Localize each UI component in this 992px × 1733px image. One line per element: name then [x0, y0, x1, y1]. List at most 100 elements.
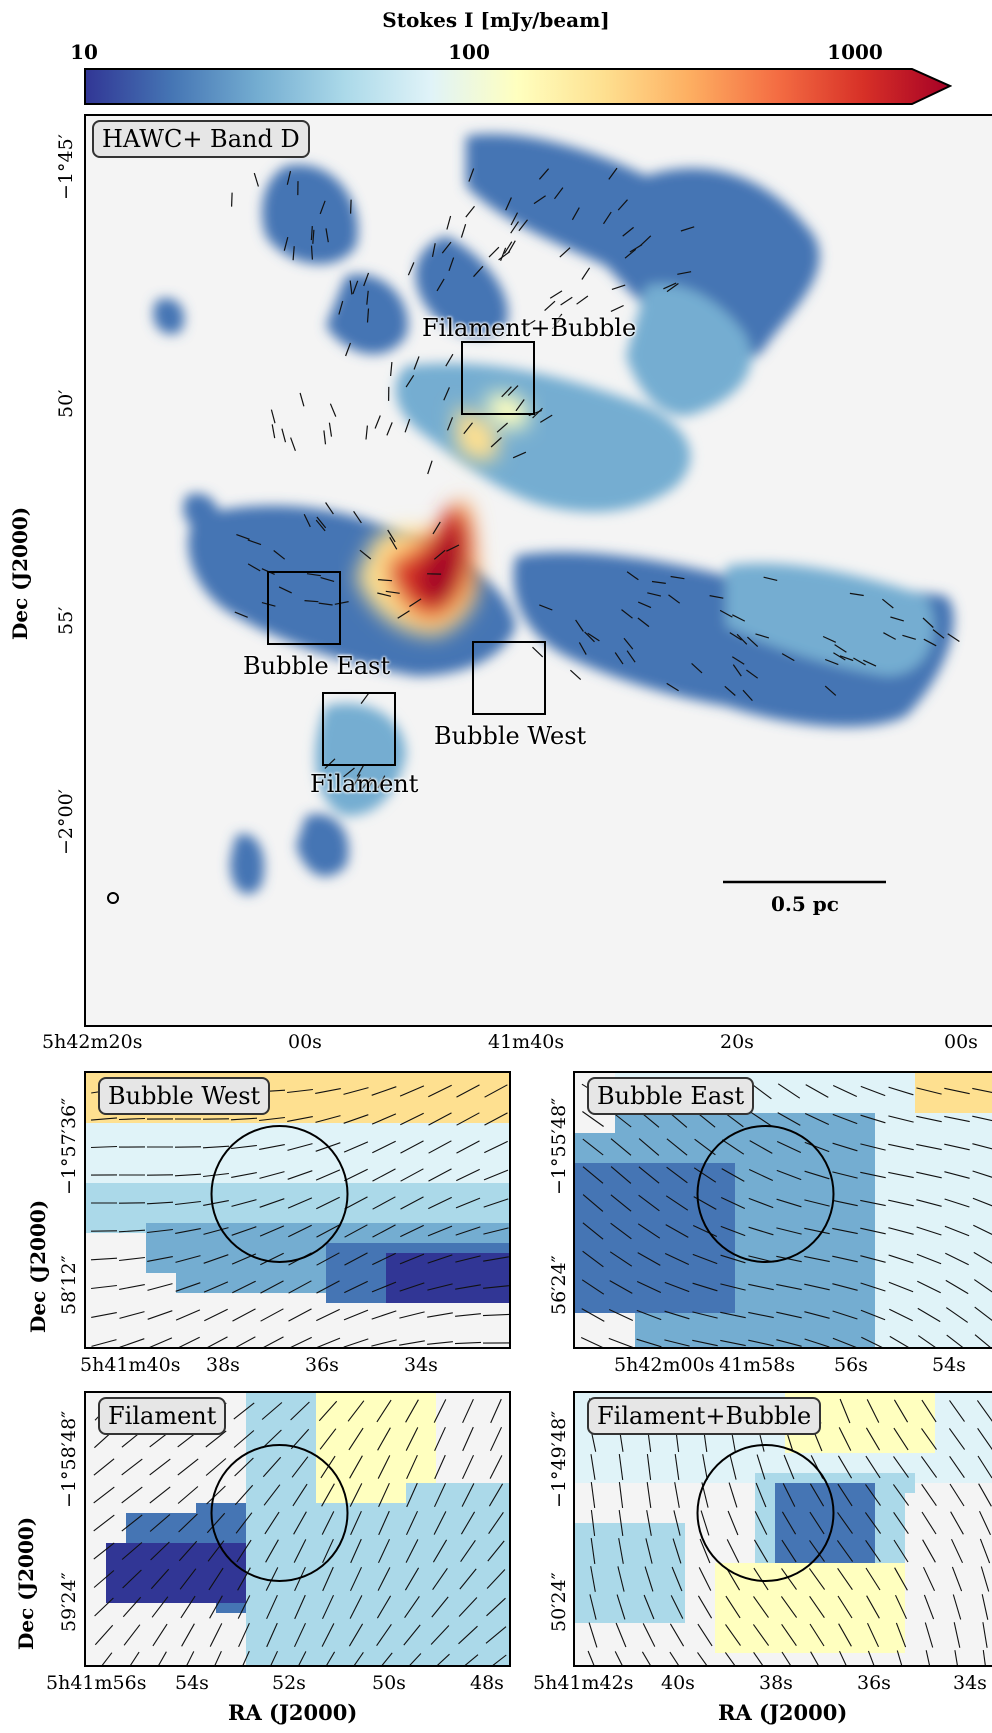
polarization-vector	[922, 617, 934, 628]
polarization-vector	[781, 1511, 797, 1535]
polarization-vector	[837, 1483, 853, 1507]
polarization-vector	[512, 451, 527, 459]
polarization-vector	[349, 1455, 363, 1479]
polarization-vector	[646, 1454, 652, 1480]
polarization-vector	[977, 1427, 992, 1451]
polarization-vector	[292, 246, 295, 261]
polarization-vector	[473, 265, 484, 278]
zoom-left-x-axis-title: RA (J2000)	[228, 1700, 358, 1725]
polarization-vector	[645, 1538, 653, 1564]
polarization-vector	[366, 778, 375, 792]
polarization-vector	[90, 1257, 118, 1261]
aperture-circle	[210, 1125, 349, 1263]
polarization-vector	[624, 248, 637, 259]
polarization-vector	[293, 1539, 307, 1563]
polarization-vector	[118, 1229, 146, 1233]
polarization-vector	[294, 1622, 306, 1648]
polarization-vector	[454, 1341, 482, 1345]
polarization-vector	[316, 1280, 340, 1294]
polarization-vector	[748, 1311, 774, 1319]
polarization-vector	[265, 1567, 279, 1591]
polarization-vector	[860, 1309, 886, 1321]
polarization-vector	[617, 199, 628, 211]
polarization-vector	[91, 1284, 117, 1290]
polarization-vector	[776, 1169, 802, 1181]
polarization-vector	[459, 1568, 477, 1590]
polarization-vector	[293, 1511, 307, 1535]
polarization-vector	[259, 1225, 285, 1237]
polarization-vector	[832, 1142, 858, 1152]
polarization-vector	[265, 1539, 279, 1563]
polarization-vector	[334, 601, 349, 605]
masked-area	[86, 1603, 216, 1665]
polarization-vector	[636, 1309, 662, 1321]
polarization-vector	[889, 1308, 913, 1322]
polarization-vector	[303, 514, 311, 528]
main-y-tick-0: −1°45′	[55, 134, 77, 200]
polarization-vector	[720, 1197, 746, 1209]
colorbar-tick-10: 10	[70, 40, 98, 64]
polarization-vector	[916, 1087, 942, 1095]
polarization-vector	[804, 1113, 830, 1125]
polarization-vector	[121, 1514, 143, 1532]
polarization-vector	[400, 1112, 424, 1126]
polarization-vector	[399, 1340, 425, 1346]
polarization-vector	[503, 241, 513, 254]
polarization-vector	[697, 1595, 713, 1619]
polarization-vector	[325, 228, 329, 243]
polarization-vector	[582, 1222, 604, 1240]
polarization-vector	[832, 1171, 858, 1179]
polarization-vector	[923, 1566, 935, 1592]
polarization-vector	[455, 1284, 481, 1290]
polarization-vector	[456, 1140, 480, 1154]
polarization-vector	[262, 1456, 282, 1478]
polarization-vector	[236, 1539, 252, 1563]
polarization-vector	[350, 1538, 362, 1564]
polarization-vector	[298, 1651, 307, 1665]
polarization-vector	[101, 1652, 113, 1665]
polarization-vector	[725, 1624, 741, 1646]
polarization-vector	[263, 1484, 281, 1506]
polarization-vector	[237, 1567, 251, 1591]
polarization-vector	[748, 1197, 774, 1209]
polarization-vector	[209, 1623, 223, 1647]
polarization-vector	[460, 1511, 476, 1535]
zoom-right-x-axis-title: RA (J2000)	[718, 1700, 848, 1725]
polarization-vector	[178, 1513, 198, 1533]
polarization-vector	[834, 644, 847, 653]
polarization-vector	[348, 1427, 364, 1451]
polarization-vector	[837, 1512, 853, 1534]
polarization-vector	[587, 1650, 595, 1665]
polarization-vector	[922, 1539, 936, 1563]
polarization-vector	[178, 1336, 200, 1347]
polarization-vector	[668, 594, 681, 604]
polarization-vector	[94, 1624, 114, 1646]
polarization-vector	[323, 430, 327, 445]
polarization-vector	[322, 1566, 334, 1592]
polarization-vector	[571, 207, 580, 221]
polarization-vector	[463, 422, 473, 435]
polarization-vector	[945, 1252, 969, 1266]
polarization-vector	[709, 595, 724, 599]
polarization-vector	[749, 1111, 773, 1127]
region-label-bubble-west: Bubble West	[434, 722, 587, 750]
polarization-vector	[623, 637, 634, 650]
polarization-vector	[500, 247, 507, 262]
polarization-vector	[804, 1141, 830, 1153]
polarization-vector	[569, 669, 582, 681]
polarization-vector	[260, 1308, 284, 1322]
polarization-vector	[175, 1255, 201, 1263]
polarization-vector	[462, 1426, 474, 1452]
polarization-vector	[578, 642, 587, 655]
polarization-vector	[345, 342, 352, 357]
polarization-vector	[580, 1337, 603, 1347]
polarization-vector	[732, 664, 742, 677]
polarization-vector	[406, 1454, 418, 1480]
polarization-vector	[489, 1455, 503, 1479]
polarization-vector	[610, 1222, 632, 1240]
polarization-vector	[149, 1486, 171, 1504]
polarization-vector	[434, 1454, 446, 1480]
polarization-vector	[953, 1622, 961, 1648]
polarization-vector	[448, 257, 455, 271]
polarization-vector	[230, 1117, 258, 1121]
